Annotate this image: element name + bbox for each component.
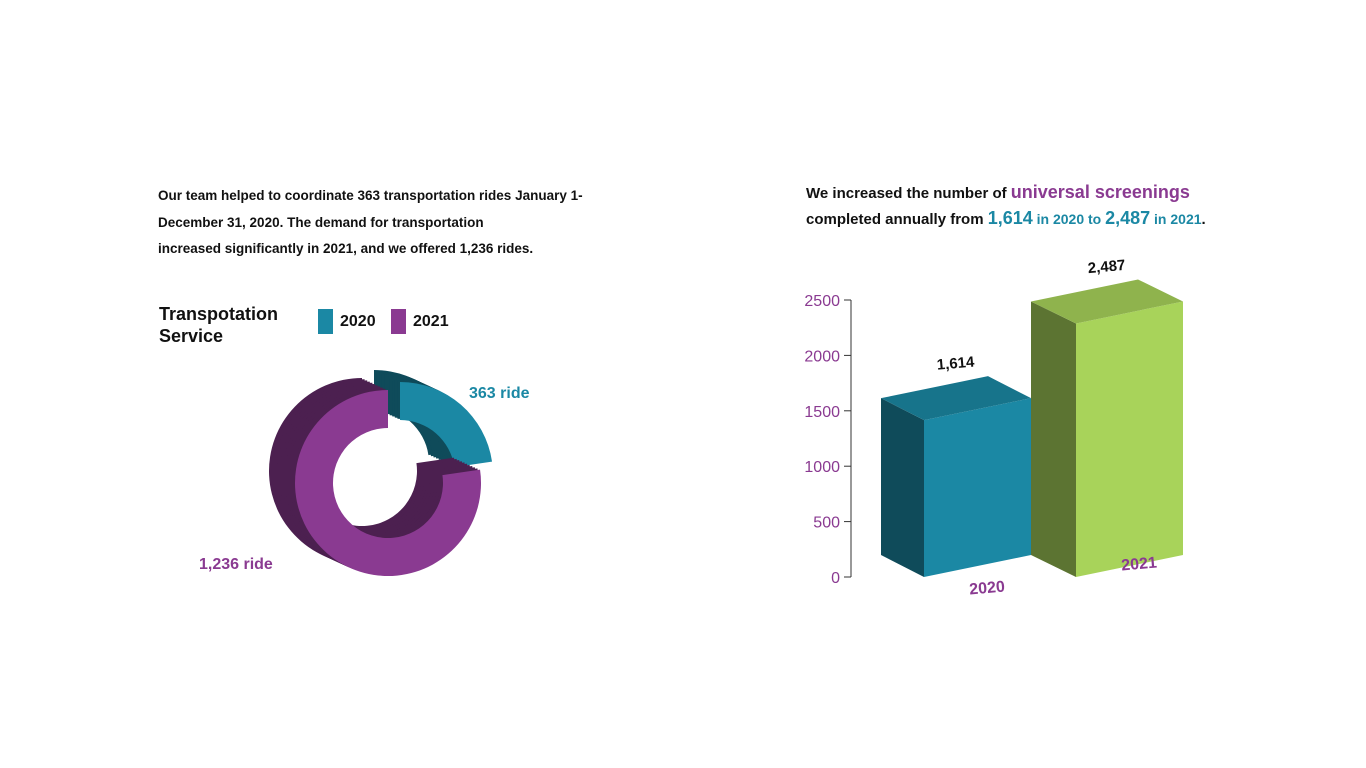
legend-item-2020: 2020 <box>318 309 376 334</box>
bar-front-2021 <box>1076 301 1183 577</box>
headline-line-1: We increased the number of universal scr… <box>806 180 1206 206</box>
headline-period: . <box>1201 211 1206 228</box>
donut-label-2020: 363 ride <box>469 385 530 402</box>
y-tick-label: 2000 <box>804 348 840 365</box>
headline-value-2020: 1,614 <box>987 208 1033 228</box>
legend-item-2021: 2021 <box>391 309 449 334</box>
bar-value-label: 1,614 <box>936 354 976 374</box>
bar-2020 <box>881 376 1031 577</box>
legend-label-2020: 2020 <box>340 312 376 330</box>
bar-front-2020 <box>924 398 1031 577</box>
paragraph-line-3: increased significantly in 2021, and we … <box>158 241 534 256</box>
donut-label-2021: 1,236 ride <box>199 556 273 573</box>
headline-highlight: universal screenings <box>1010 182 1190 202</box>
legend-swatch-2021 <box>391 309 406 334</box>
bar-side-2020 <box>881 398 924 577</box>
paragraph-line-2: December 31, 2020. The demand for transp… <box>158 214 484 230</box>
donut-chart-title: Transpotation Service <box>159 303 278 347</box>
headline-line-2: completed annually from 1,614 in 2020 to… <box>806 206 1206 232</box>
donut-face-2020 <box>400 382 493 468</box>
y-tick-label: 2500 <box>804 293 840 310</box>
legend-swatch-2020 <box>318 309 333 334</box>
bar-top-2021 <box>1031 279 1183 324</box>
bar-top-2020 <box>881 376 1031 421</box>
donut-face-2021 <box>294 390 481 576</box>
headline-in-2020: in 2020 to <box>1032 211 1106 227</box>
donut-segment-2020 <box>374 370 493 468</box>
y-tick-label: 500 <box>813 515 840 532</box>
x-category-label: 2021 <box>1121 554 1158 574</box>
donut-segment-2021 <box>269 378 481 576</box>
screenings-headline: We increased the number of universal scr… <box>806 180 1206 232</box>
y-tick-label: 1000 <box>804 459 840 476</box>
donut-title-line-1: Transpotation <box>159 304 279 324</box>
bar-2021 <box>1031 279 1183 577</box>
transportation-description: Our team helped to coordinate 363 transp… <box>158 183 628 263</box>
paragraph-line-1: Our team helped to coordinate 363 transp… <box>158 188 583 203</box>
y-tick-label: 0 <box>831 570 840 587</box>
headline-value-2021: 2,487 <box>1105 208 1151 228</box>
bar-value-label: 2,487 <box>1087 257 1126 277</box>
bar-side-2021 <box>1031 301 1076 577</box>
headline-prefix-2: completed annually from <box>806 211 988 228</box>
donut-title-line-2: Service <box>159 326 224 346</box>
y-tick-label: 1500 <box>804 404 840 421</box>
headline-prefix: We increased the number of <box>806 185 1011 202</box>
x-category-label: 2020 <box>969 578 1006 598</box>
headline-in-2021: in 2021 <box>1150 211 1202 227</box>
legend-label-2021: 2021 <box>413 312 449 330</box>
